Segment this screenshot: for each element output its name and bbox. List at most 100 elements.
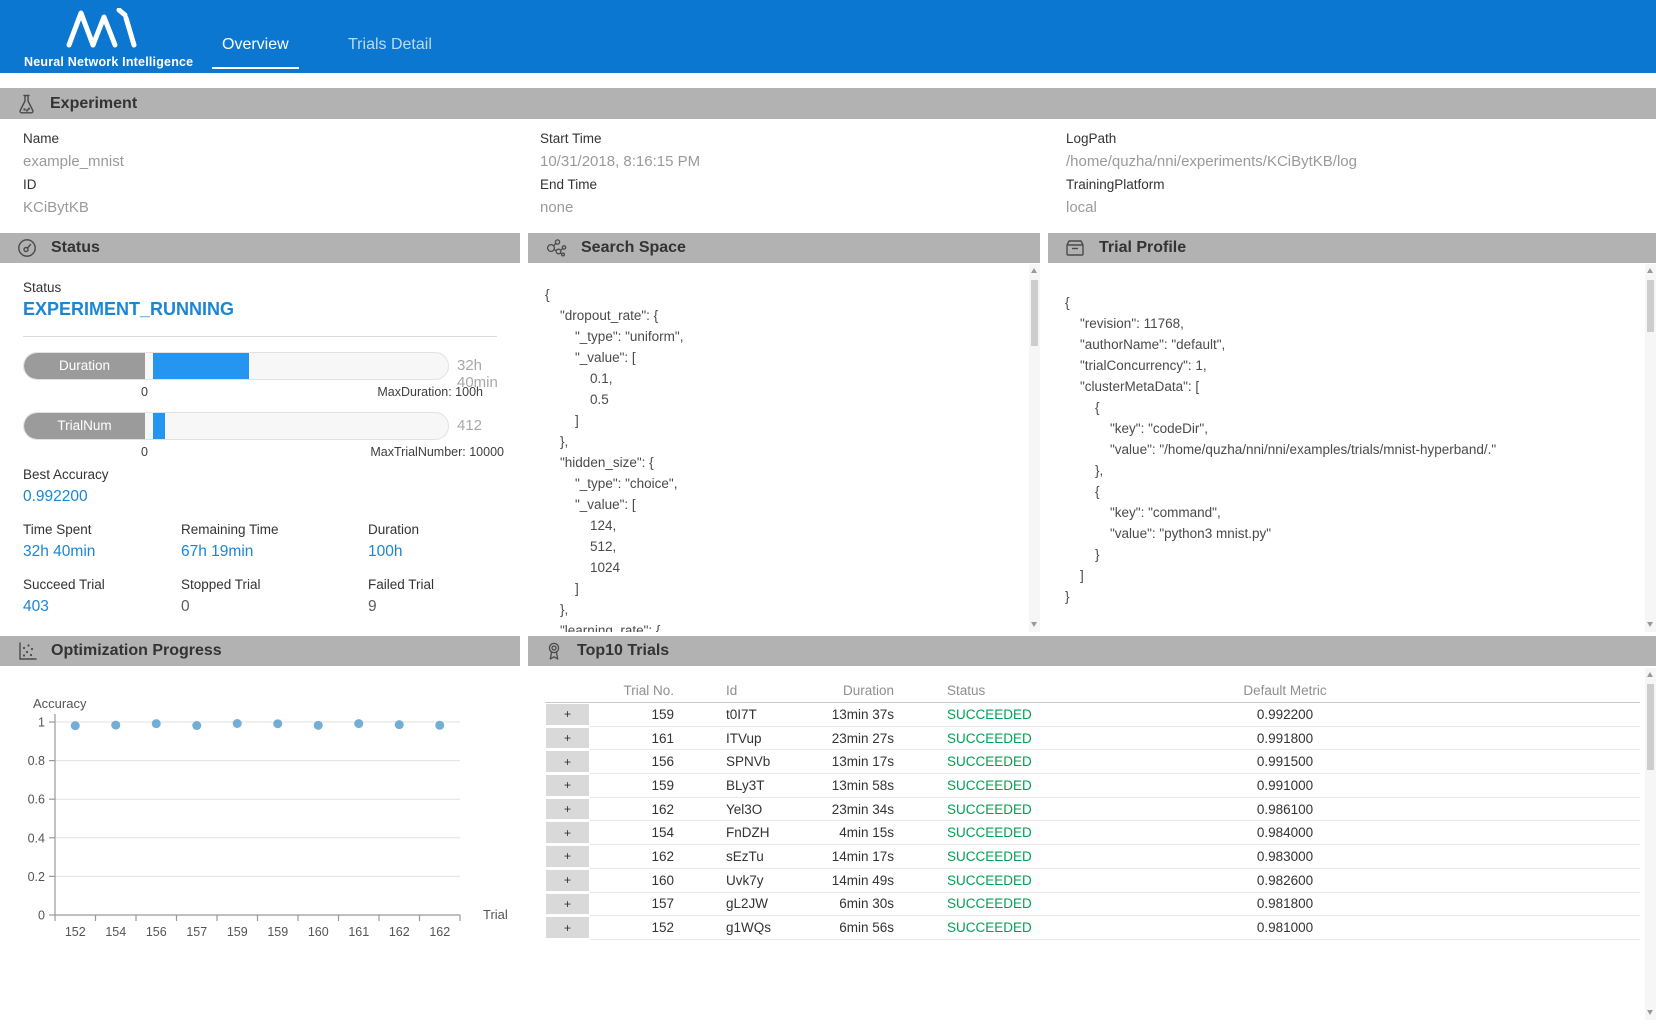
expand-trial-button[interactable]: +: [545, 774, 590, 798]
expand-trial-button[interactable]: +: [545, 916, 590, 940]
trial-no-cell: 161: [590, 727, 690, 751]
trialnum-progress-track: TrialNum: [23, 412, 449, 440]
trial-status-cell: SUCCEEDED: [900, 750, 1032, 775]
svg-text:157: 157: [186, 925, 207, 939]
trial-no-cell: 156: [590, 750, 690, 775]
trial-no-cell: 154: [590, 821, 690, 846]
column-header-trial-no: Trial No.: [590, 679, 690, 703]
trial-id-cell: gL2JW: [690, 893, 820, 917]
failed-trial-value: 9: [368, 598, 377, 615]
trial-metric-cell: 0.983000: [1030, 845, 1640, 869]
trial-duration-cell: 14min 17s: [820, 845, 900, 869]
trial-id-cell: SPNVb: [690, 750, 820, 775]
logpath-label: LogPath: [1066, 131, 1117, 146]
trial-duration-cell: 13min 17s: [820, 750, 900, 775]
gauge-icon: [18, 239, 36, 257]
duration-progress-pill-label: Duration: [24, 353, 145, 379]
trial-metric-cell: 0.981000: [1030, 916, 1640, 940]
duration-progress-bar: Duration 32h 40min 0 MaxDuration: 100h: [23, 352, 520, 414]
top10-scrollbar[interactable]: [1645, 668, 1656, 1020]
trial-status-cell: SUCCEEDED: [900, 727, 1032, 751]
search-space-scroll-thumb[interactable]: [1031, 280, 1038, 346]
training-platform-label: TrainingPlatform: [1066, 177, 1165, 192]
trial-status-cell: SUCCEEDED: [900, 821, 1032, 846]
scroll-down-icon[interactable]: [1645, 1007, 1656, 1019]
trialnum-progress-value: 412: [457, 417, 483, 434]
status-field-label: Status: [23, 280, 62, 295]
trial-status-cell: SUCCEEDED: [900, 869, 1032, 893]
search-space-section-header: Search Space: [528, 233, 1040, 263]
time-spent-value: 32h 40min: [23, 543, 96, 560]
status-field-value: EXPERIMENT_RUNNING: [23, 299, 235, 319]
scroll-up-icon[interactable]: [1645, 265, 1656, 277]
duration-progress-fill: [153, 353, 249, 379]
expand-trial-button[interactable]: +: [545, 726, 590, 751]
stopped-trial-label: Stopped Trial: [181, 577, 261, 592]
svg-text:1: 1: [38, 716, 45, 730]
scroll-down-icon[interactable]: [1645, 619, 1656, 631]
search-space-json: { "dropout_rate": { "_type": "uniform", …: [545, 287, 684, 632]
experiment-section-header: Experiment: [0, 88, 1656, 119]
scroll-up-icon[interactable]: [1029, 265, 1040, 277]
svg-text:160: 160: [308, 925, 329, 939]
scatter-chart-icon: [19, 642, 37, 660]
trial-no-cell: 159: [590, 703, 690, 727]
svg-text:0.8: 0.8: [28, 754, 45, 768]
stopped-trial-value: 0: [181, 598, 190, 615]
trialnum-progress-pill-label: TrialNum: [24, 413, 145, 439]
trial-status-cell: SUCCEEDED: [900, 703, 1032, 727]
svg-text:Trial: Trial: [483, 907, 508, 922]
svg-text:0.6: 0.6: [28, 793, 45, 807]
duration-min-label: 0: [141, 385, 148, 399]
svg-text:Accuracy: Accuracy: [33, 696, 87, 711]
search-space-scrollbar[interactable]: [1029, 264, 1040, 632]
start-time-label: Start Time: [540, 131, 602, 146]
trial-metric-cell: 0.991500: [1030, 750, 1640, 775]
expand-trial-button[interactable]: +: [545, 868, 590, 893]
trial-profile-scroll-thumb[interactable]: [1647, 280, 1654, 332]
expand-trial-button[interactable]: +: [545, 845, 590, 869]
status-section-title: Status: [51, 239, 100, 256]
tab-overview[interactable]: Overview: [212, 36, 299, 69]
status-divider: [23, 336, 497, 337]
svg-text:162: 162: [429, 925, 450, 939]
trial-duration-cell: 13min 58s: [820, 774, 900, 798]
top10-section-title: Top10 Trials: [577, 642, 670, 659]
column-header-status: Status: [900, 679, 1030, 703]
succeed-trial-label: Succeed Trial: [23, 577, 105, 592]
trial-duration-cell: 13min 37s: [820, 703, 900, 727]
trial-id-cell: sEzTu: [690, 845, 820, 869]
expand-trial-button[interactable]: +: [545, 892, 590, 917]
expand-trial-button[interactable]: +: [545, 703, 590, 727]
optimization-section-title: Optimization Progress: [51, 642, 222, 659]
svg-text:162: 162: [389, 925, 410, 939]
tab-trials-detail[interactable]: Trials Detail: [348, 36, 432, 53]
expand-trial-button[interactable]: +: [545, 797, 590, 822]
trial-metric-cell: 0.992200: [1030, 703, 1640, 727]
trial-id-cell: Yel3O: [690, 798, 820, 822]
time-spent-label: Time Spent: [23, 522, 92, 537]
top10-section-header: Top10 Trials: [528, 636, 1656, 666]
duration-max-label: MaxDuration: 100h: [377, 385, 483, 399]
trialnum-progress-fill: [153, 413, 165, 439]
trial-id-cell: FnDZH: [690, 821, 820, 846]
medal-icon: [548, 642, 560, 660]
trial-no-cell: 157: [590, 893, 690, 917]
trial-metric-cell: 0.991000: [1030, 774, 1640, 798]
trial-metric-cell: 0.982600: [1030, 869, 1640, 893]
trial-duration-cell: 23min 27s: [820, 727, 900, 751]
scroll-up-icon[interactable]: [1645, 669, 1656, 681]
trial-profile-scrollbar[interactable]: [1645, 264, 1656, 632]
trial-status-cell: SUCCEEDED: [900, 916, 1032, 940]
expand-trial-button[interactable]: +: [545, 750, 590, 775]
duration-stat-value: 100h: [368, 543, 403, 560]
top10-table: Trial No. Id Duration Status Default Met…: [545, 679, 1640, 940]
svg-text:0.2: 0.2: [28, 870, 45, 884]
trial-metric-cell: 0.981800: [1030, 893, 1640, 917]
top10-scroll-thumb[interactable]: [1647, 684, 1654, 770]
best-accuracy-value: 0.992200: [23, 488, 88, 505]
expand-trial-button[interactable]: +: [545, 821, 590, 846]
svg-text:159: 159: [227, 925, 248, 939]
scroll-down-icon[interactable]: [1029, 619, 1040, 631]
trial-no-cell: 160: [590, 869, 690, 893]
